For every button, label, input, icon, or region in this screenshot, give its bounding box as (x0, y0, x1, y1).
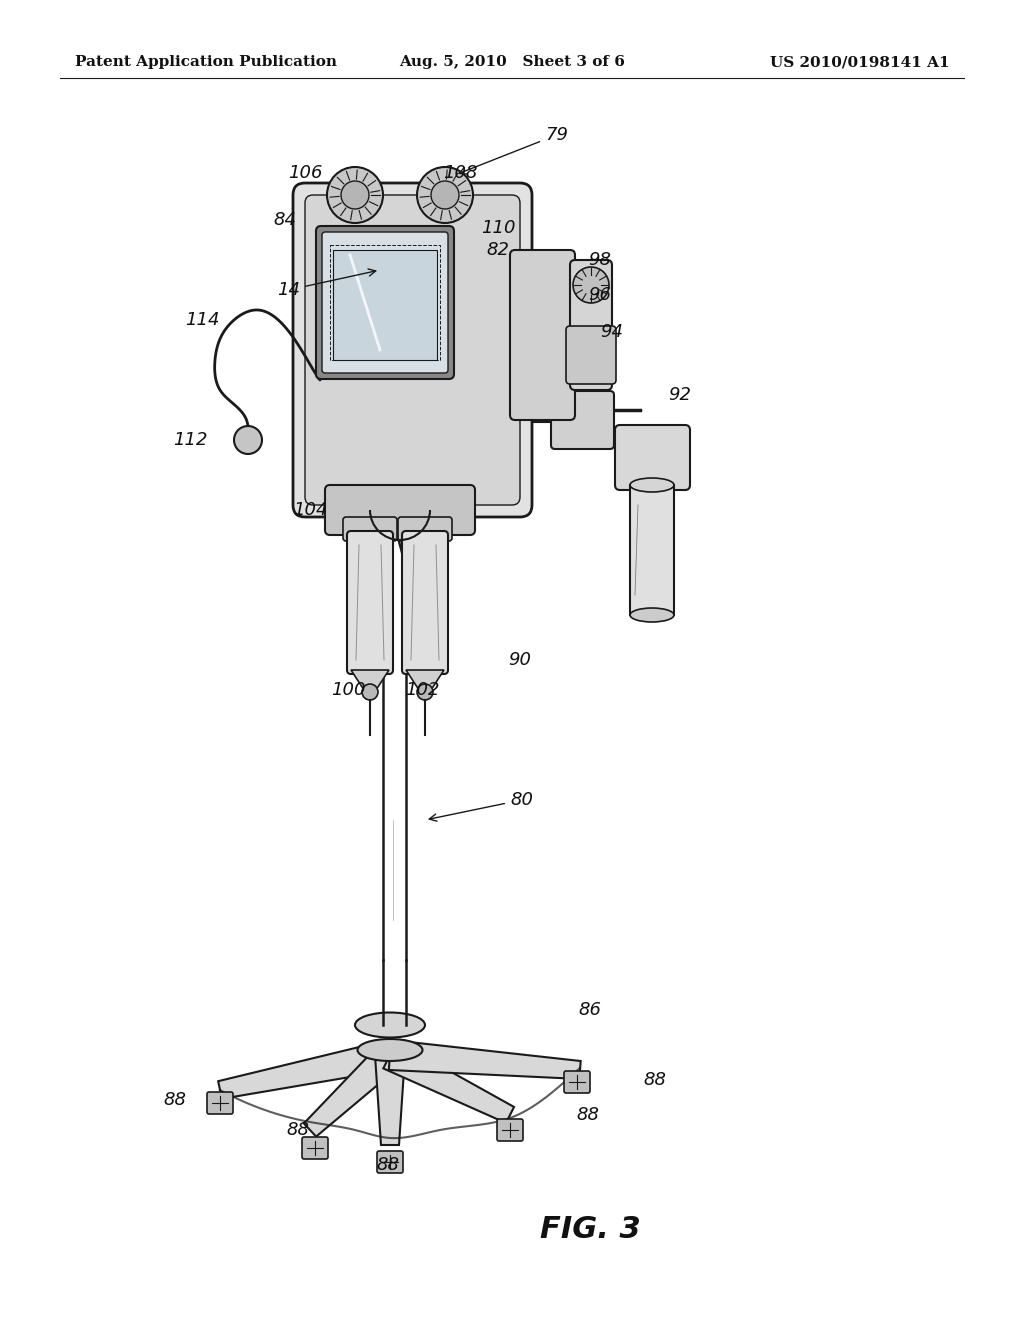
Text: 106: 106 (288, 164, 323, 182)
Text: 80: 80 (429, 791, 534, 821)
FancyBboxPatch shape (377, 1151, 403, 1173)
FancyBboxPatch shape (325, 484, 475, 535)
Text: 110: 110 (480, 219, 515, 238)
Bar (333, 249, 437, 360)
Circle shape (417, 168, 473, 223)
FancyBboxPatch shape (293, 183, 532, 517)
FancyBboxPatch shape (322, 232, 449, 374)
Text: 88: 88 (577, 1106, 599, 1125)
Bar (630, 484, 674, 615)
Circle shape (362, 684, 378, 700)
Circle shape (234, 426, 262, 454)
FancyBboxPatch shape (347, 531, 393, 675)
Text: 94: 94 (600, 323, 624, 341)
Text: 98: 98 (589, 251, 611, 269)
Polygon shape (389, 1040, 581, 1078)
FancyBboxPatch shape (564, 1071, 590, 1093)
FancyBboxPatch shape (316, 226, 454, 379)
Text: US 2010/0198141 A1: US 2010/0198141 A1 (770, 55, 950, 69)
Text: 100: 100 (331, 681, 366, 700)
Text: 88: 88 (287, 1121, 309, 1139)
Circle shape (431, 181, 459, 209)
Text: 82: 82 (486, 242, 510, 259)
FancyBboxPatch shape (566, 326, 616, 384)
Bar (330, 246, 440, 360)
Polygon shape (375, 1055, 406, 1144)
Polygon shape (218, 1040, 393, 1098)
Ellipse shape (355, 1012, 425, 1038)
Text: FIG. 3: FIG. 3 (540, 1216, 640, 1245)
Ellipse shape (630, 478, 674, 492)
FancyBboxPatch shape (305, 195, 520, 506)
Text: 88: 88 (643, 1071, 667, 1089)
FancyBboxPatch shape (302, 1137, 328, 1159)
Text: 112: 112 (173, 432, 207, 449)
Text: Patent Application Publication: Patent Application Publication (75, 55, 337, 69)
Text: 90: 90 (509, 651, 531, 669)
Text: 92: 92 (669, 385, 691, 404)
Text: 86: 86 (579, 1001, 601, 1019)
Text: 102: 102 (404, 681, 439, 700)
Text: 84: 84 (273, 211, 297, 228)
Circle shape (573, 267, 609, 304)
FancyBboxPatch shape (615, 425, 690, 490)
Circle shape (417, 684, 433, 700)
Circle shape (327, 168, 383, 223)
Polygon shape (304, 1044, 400, 1137)
Text: Aug. 5, 2010   Sheet 3 of 6: Aug. 5, 2010 Sheet 3 of 6 (399, 55, 625, 69)
Text: 108: 108 (442, 164, 477, 182)
Text: 88: 88 (377, 1156, 399, 1173)
FancyBboxPatch shape (551, 391, 614, 449)
FancyBboxPatch shape (497, 1119, 523, 1140)
Polygon shape (351, 671, 389, 690)
Text: 14: 14 (278, 269, 376, 300)
FancyBboxPatch shape (343, 517, 397, 541)
FancyBboxPatch shape (398, 517, 452, 541)
Ellipse shape (630, 609, 674, 622)
Text: 104: 104 (293, 502, 328, 519)
Polygon shape (406, 671, 444, 690)
Circle shape (341, 181, 369, 209)
Ellipse shape (357, 1039, 423, 1061)
Polygon shape (383, 1041, 514, 1123)
FancyBboxPatch shape (510, 249, 575, 420)
Text: 88: 88 (164, 1092, 186, 1109)
Text: 79: 79 (459, 125, 568, 174)
Text: 96: 96 (589, 286, 611, 304)
FancyBboxPatch shape (570, 260, 612, 389)
Text: 114: 114 (184, 312, 219, 329)
FancyBboxPatch shape (207, 1092, 233, 1114)
FancyBboxPatch shape (402, 531, 449, 675)
